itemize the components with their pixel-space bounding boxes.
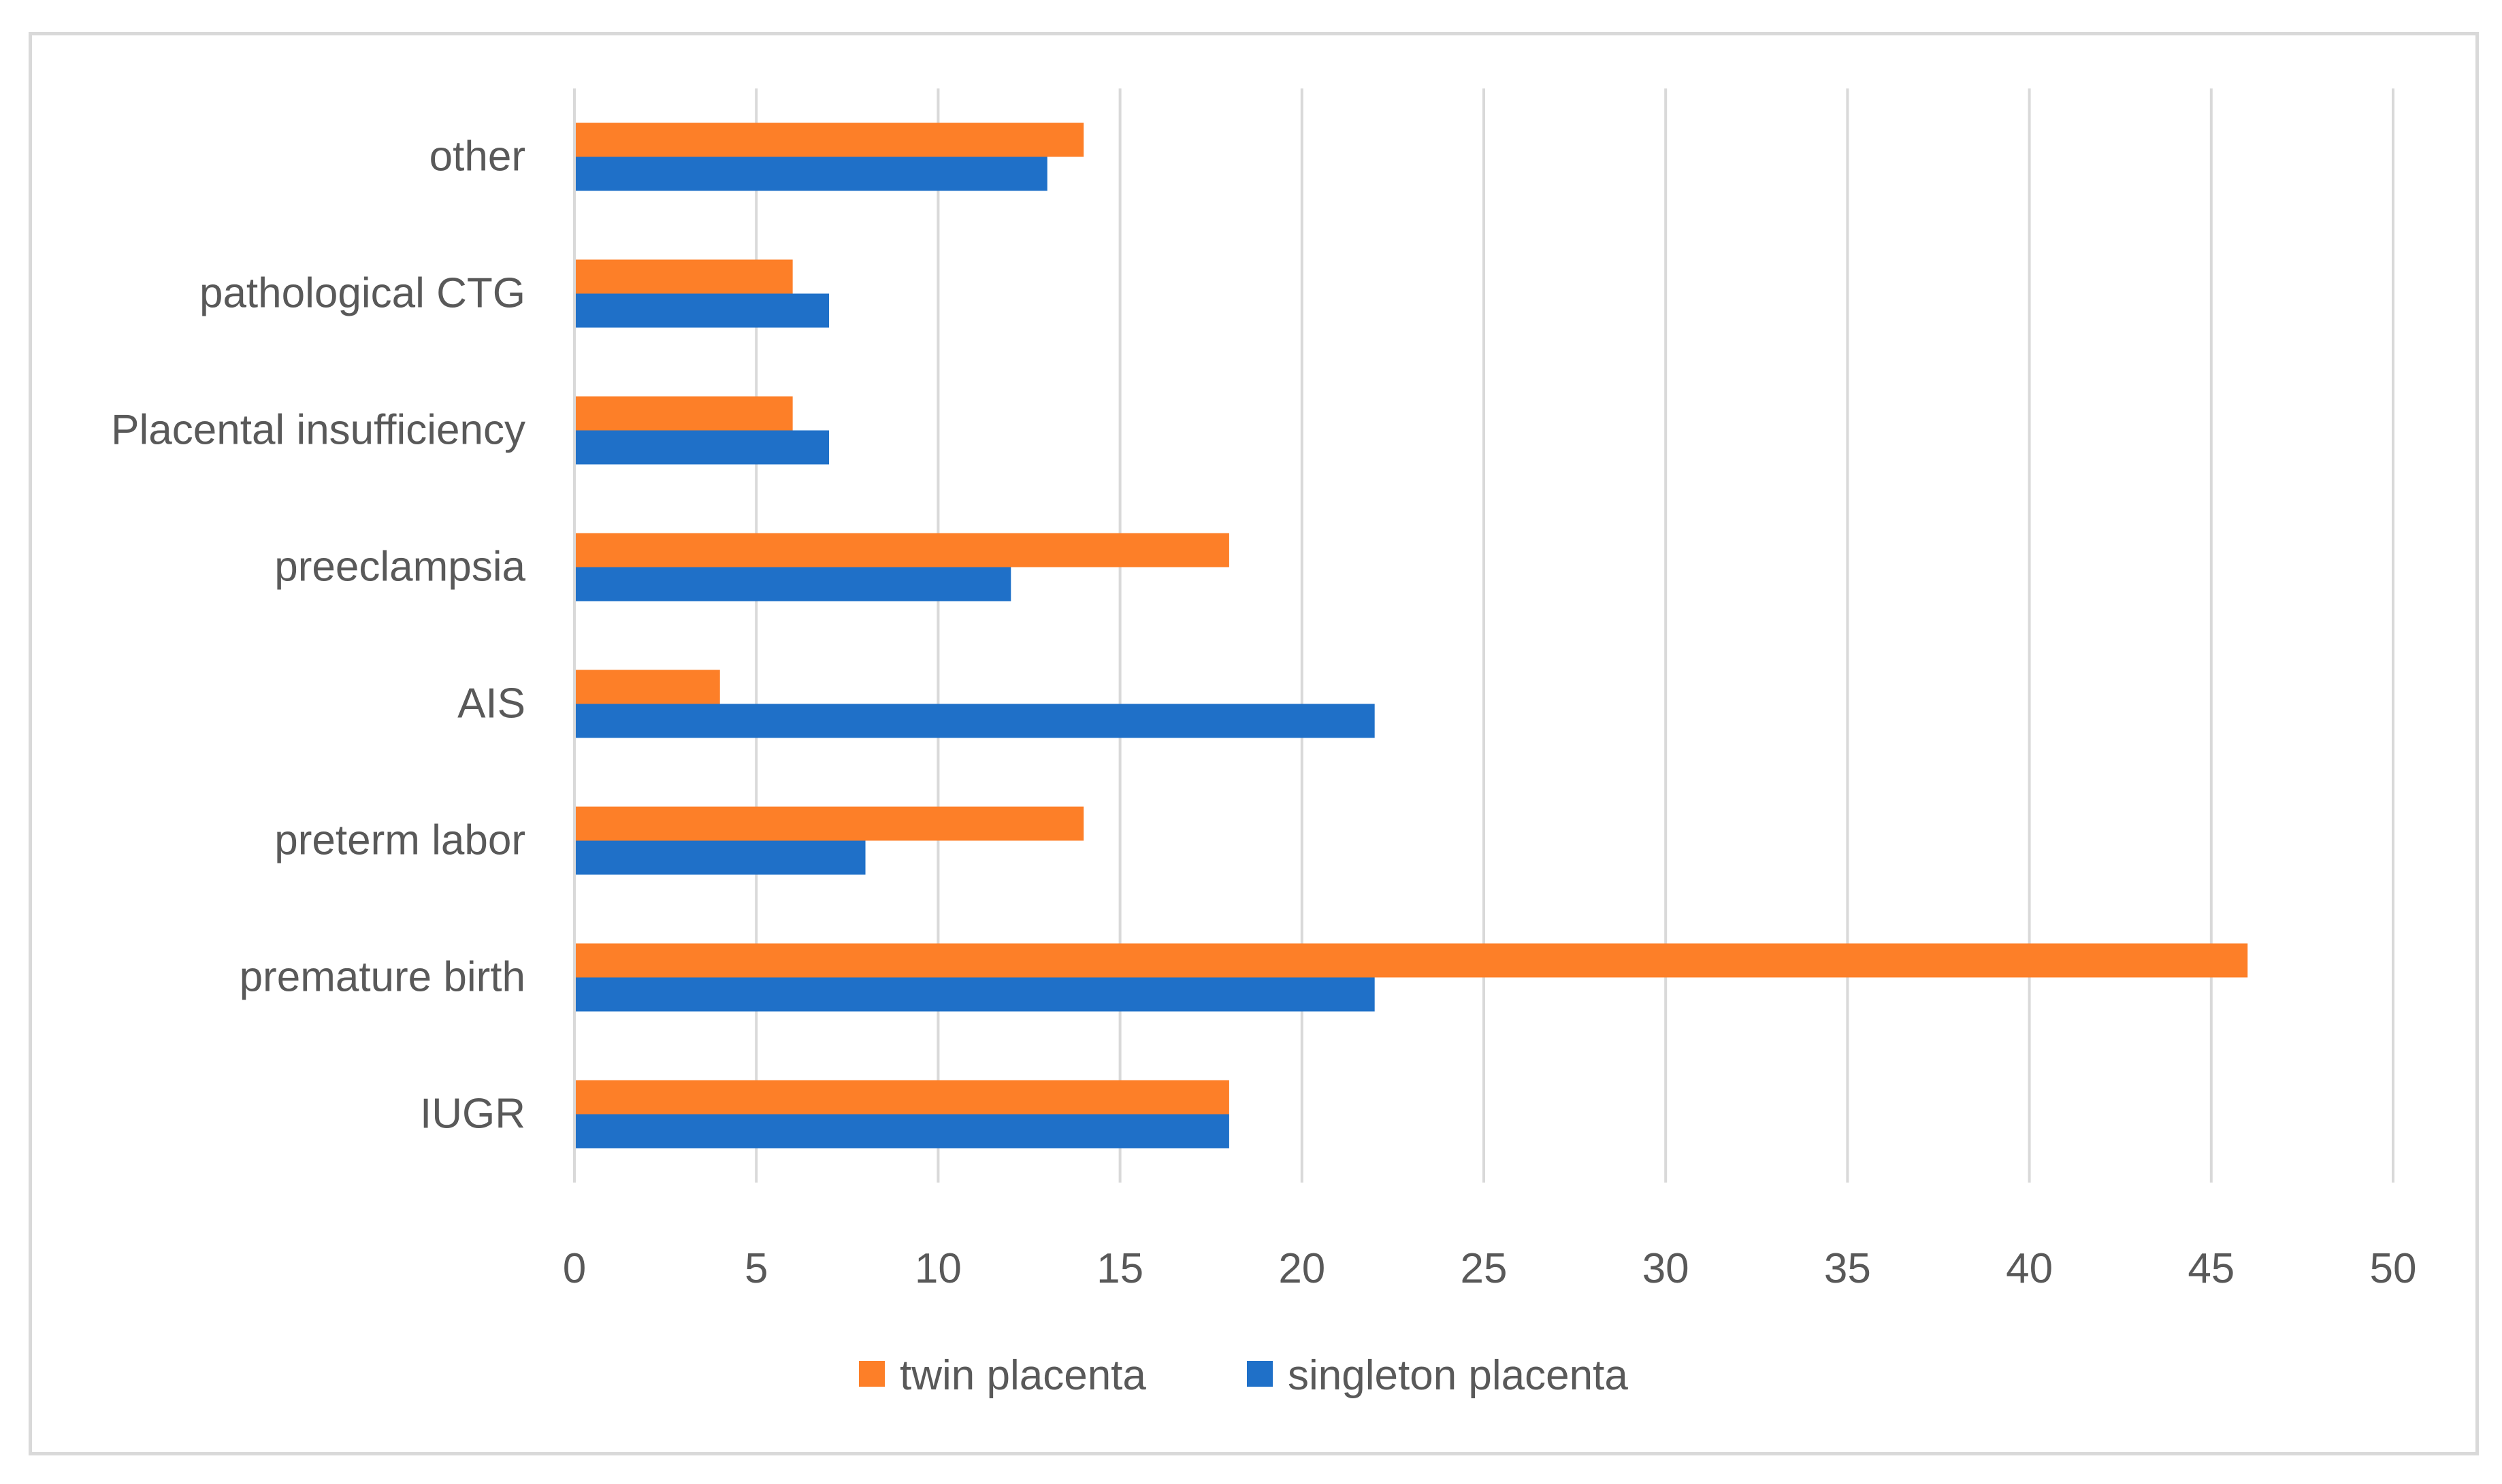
- y-category-label: Placental insufficiency: [111, 407, 525, 454]
- y-axis-category-labels: IUGR premature birth preterm labor AIS preec…: [111, 133, 525, 1138]
- bar-singleton-placenta-placental-insufficiency: [574, 430, 830, 465]
- x-tick-label: 20: [1278, 1245, 1325, 1292]
- x-tick-label: 45: [2188, 1245, 2235, 1292]
- bar-singleton-placenta-iugr: [574, 1114, 1229, 1149]
- legend: twin placenta singleton placenta: [859, 1352, 1628, 1399]
- bar-twin-placenta-other: [574, 122, 1084, 157]
- x-tick-label: 25: [1461, 1245, 1508, 1292]
- x-tick-label: 35: [1824, 1245, 1871, 1292]
- bar-singleton-placenta-ais: [574, 704, 1375, 738]
- legend-label-twin-placenta: twin placenta: [900, 1352, 1146, 1399]
- bar-twin-placenta-placental-insufficiency: [574, 396, 793, 431]
- x-tick-label: 50: [2370, 1245, 2417, 1292]
- bar-twin-placenta-preterm-labor: [574, 806, 1084, 841]
- x-tick-label: 30: [1642, 1245, 1689, 1292]
- bar-singleton-placenta-preterm-labor: [574, 840, 866, 875]
- chart-frame: [29, 32, 2479, 1455]
- bar-twin-placenta-pathological-ctg: [574, 259, 793, 294]
- bar-twin-placenta-preeclampsia: [574, 533, 1229, 567]
- bar-singleton-placenta-premature-birth: [574, 977, 1375, 1012]
- y-category-label: AIS: [457, 680, 525, 727]
- legend-swatch-singleton-placenta: [1247, 1361, 1273, 1387]
- y-category-label: pathological CTG: [199, 270, 525, 317]
- gridlines: [755, 88, 2394, 1183]
- y-category-label: premature birth: [240, 954, 525, 1001]
- bar-singleton-placenta-pathological-ctg: [574, 293, 830, 328]
- legend-label-singleton-placenta: singleton placenta: [1288, 1352, 1628, 1399]
- legend-swatch-twin-placenta: [859, 1361, 885, 1387]
- x-tick-label: 5: [745, 1245, 768, 1292]
- bar-twin-placenta-ais: [574, 670, 720, 704]
- x-tick-label: 10: [915, 1245, 962, 1292]
- bar-singleton-placenta-preeclampsia: [574, 567, 1011, 601]
- bar-twin-placenta-iugr: [574, 1080, 1229, 1115]
- y-category-label: preeclampsia: [274, 544, 525, 591]
- x-tick-label: 0: [563, 1245, 586, 1292]
- x-tick-label: 40: [2006, 1245, 2053, 1292]
- bars: [574, 122, 2248, 1149]
- y-category-label: IUGR: [420, 1091, 525, 1138]
- x-tick-label: 15: [1096, 1245, 1143, 1292]
- bar-singleton-placenta-other: [574, 156, 1047, 191]
- bar-twin-placenta-premature-birth: [574, 943, 2248, 978]
- x-axis-tick-labels: 0 5 10 15 20 25 30 35 40 45 50: [563, 1245, 2417, 1292]
- y-category-label: other: [429, 133, 525, 180]
- y-category-label: preterm labor: [274, 817, 525, 864]
